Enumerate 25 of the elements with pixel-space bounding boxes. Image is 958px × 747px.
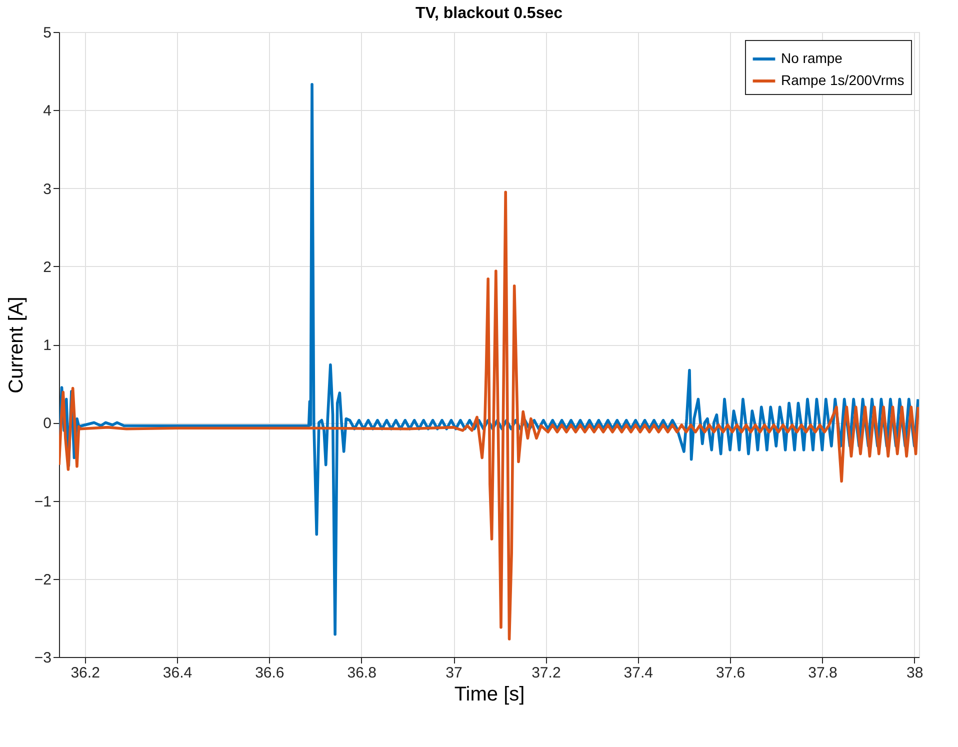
x-tick-label: 37.6 (716, 664, 746, 682)
x-axis-title: Time [s] (454, 684, 525, 706)
x-tick-label: 37.2 (532, 664, 561, 682)
y-tick-label: 2 (43, 258, 52, 276)
x-tick-label: 37.4 (624, 664, 653, 682)
x-tick-label: 37 (446, 664, 462, 682)
y-tick-label: 1 (43, 337, 52, 354)
y-tick-label: 5 (43, 24, 52, 42)
y-tick-label: −2 (34, 571, 52, 588)
x-tick-label: 36.4 (162, 664, 192, 682)
legend-label: Rampe 1s/200Vrms (781, 72, 904, 88)
chart-title: TV, blackout 0.5sec (415, 5, 563, 22)
y-tick-label: 4 (43, 102, 52, 120)
x-tick-label: 36.2 (70, 664, 100, 682)
y-tick-label: 0 (43, 415, 52, 432)
x-tick-label: 36.8 (347, 664, 376, 682)
y-tick-label: −1 (34, 493, 52, 510)
x-tick-label: 37.8 (808, 664, 838, 682)
line-series (59, 190, 919, 640)
y-tick-label: 3 (43, 180, 52, 198)
y-tick-label: −3 (34, 650, 52, 666)
x-tick-label: 38 (906, 664, 924, 682)
y-axis-title: Current [A] (5, 296, 28, 394)
x-tick-label: 36.6 (255, 664, 284, 682)
legend-label: No rampe (781, 50, 843, 66)
